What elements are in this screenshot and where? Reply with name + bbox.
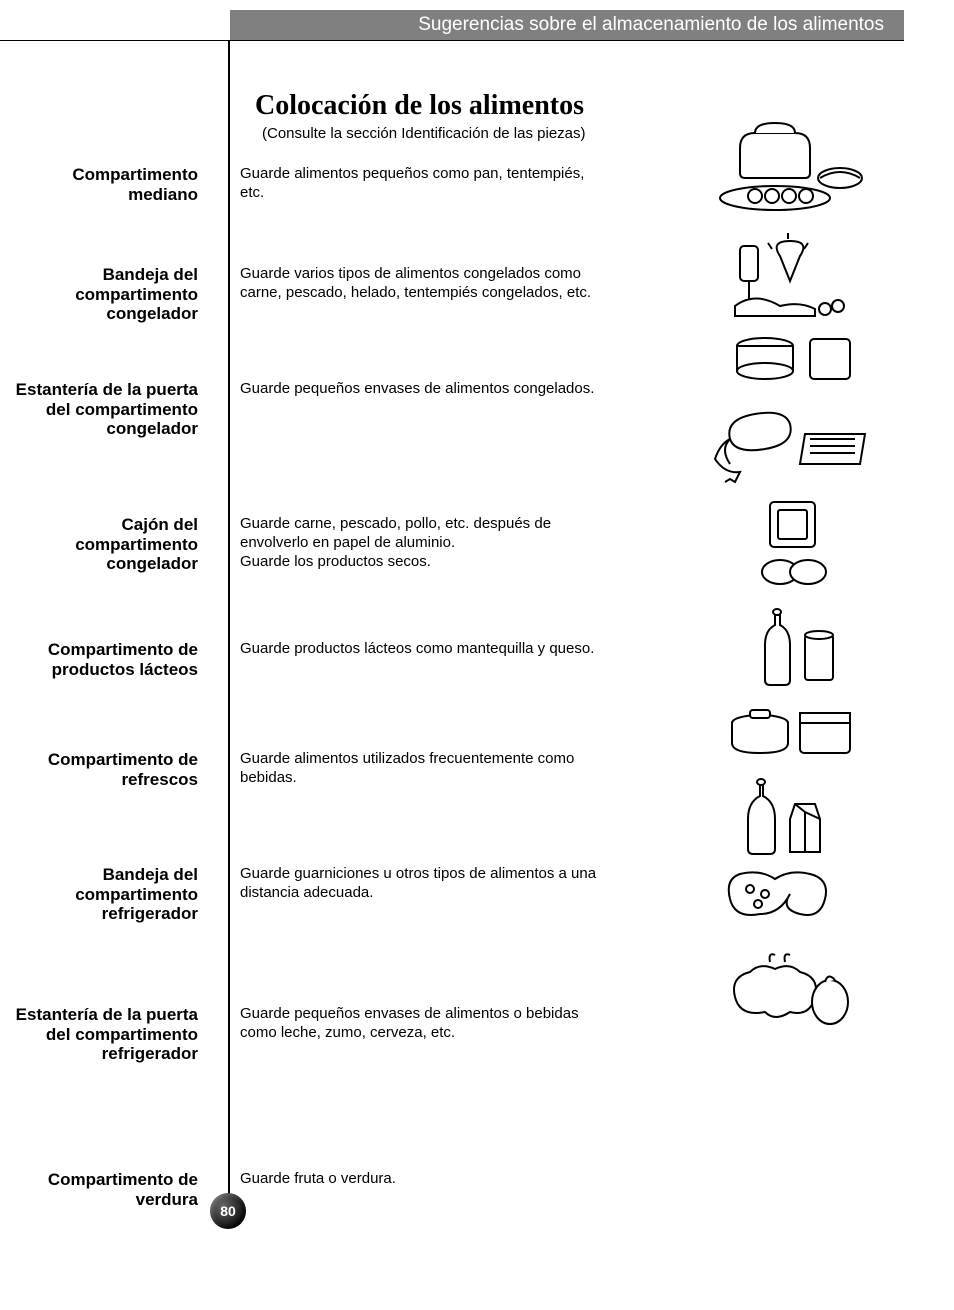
row-label: Estantería de la puerta del compartiment… xyxy=(0,1005,212,1064)
row-label: Estantería de la puerta del compartiment… xyxy=(0,380,212,439)
content-row: Compartimento de productos lácteosGuarde… xyxy=(0,640,700,720)
row-description: Guarde varios tipos de alimentos congela… xyxy=(212,265,612,303)
containers-icon xyxy=(700,331,880,386)
row-label: Compartimento de verdura xyxy=(0,1170,212,1209)
row-description: Guarde pequeños envases de alimentos con… xyxy=(212,380,612,399)
row-description: Guarde fruta o verdura. xyxy=(212,1170,612,1189)
content-row: Estantería de la puerta del compartiment… xyxy=(0,380,700,485)
drinks-icon xyxy=(700,600,880,690)
veggies-icon xyxy=(700,944,880,1034)
page-number: 80 xyxy=(220,1203,236,1219)
meat-icon xyxy=(700,394,880,484)
row-description: Guarde alimentos utilizados frecuentemen… xyxy=(212,750,612,788)
content-row: Compartimento medianoGuarde alimentos pe… xyxy=(0,165,700,235)
bottles-icon xyxy=(700,771,880,936)
row-description: Guarde guarniciones u otros tipos de ali… xyxy=(212,865,612,903)
content-rows: Compartimento medianoGuarde alimentos pe… xyxy=(0,165,700,1310)
row-description: Guarde alimentos pequeños como pan, tent… xyxy=(212,165,612,203)
row-label: Compartimento de refrescos xyxy=(0,750,212,789)
page-number-badge: 80 xyxy=(210,1193,246,1229)
top-divider xyxy=(0,40,904,41)
row-label: Compartimento mediano xyxy=(0,165,212,204)
row-label: Bandeja del compartimento refrigerador xyxy=(0,865,212,924)
content-row: Estantería de la puerta del compartiment… xyxy=(0,1005,700,1140)
page-title: Colocación de los alimentos xyxy=(255,90,584,122)
bread-icon xyxy=(700,115,880,220)
content-row: Bandeja del compartimento refrigeradorGu… xyxy=(0,865,700,975)
row-description: Guarde productos lácteos como mantequill… xyxy=(212,640,612,659)
row-label: Compartimento de productos lácteos xyxy=(0,640,212,679)
content-row: Compartimento de verduraGuarde fruta o v… xyxy=(0,1170,700,1280)
content-row: Compartimento de refrescosGuarde aliment… xyxy=(0,750,700,835)
header-text: Sugerencias sobre el almacenamiento de l… xyxy=(418,14,884,36)
header-bar: Sugerencias sobre el almacenamiento de l… xyxy=(230,10,904,40)
dairy-icon xyxy=(700,492,880,592)
sides-icon xyxy=(700,698,880,763)
row-label: Bandeja del compartimento congelador xyxy=(0,265,212,324)
illustrations-column xyxy=(700,115,880,1042)
page-subtitle: (Consulte la sección Identificación de l… xyxy=(262,125,586,142)
content-row: Cajón del compartimento congeladorGuarde… xyxy=(0,515,700,610)
content-row: Bandeja del compartimento congeladorGuar… xyxy=(0,265,700,350)
row-label: Cajón del compartimento congelador xyxy=(0,515,212,574)
row-description: Guarde pequeños envases de alimentos o b… xyxy=(212,1005,612,1043)
frozen-icon xyxy=(700,228,880,323)
row-description: Guarde carne, pescado, pollo, etc. despu… xyxy=(212,515,612,571)
